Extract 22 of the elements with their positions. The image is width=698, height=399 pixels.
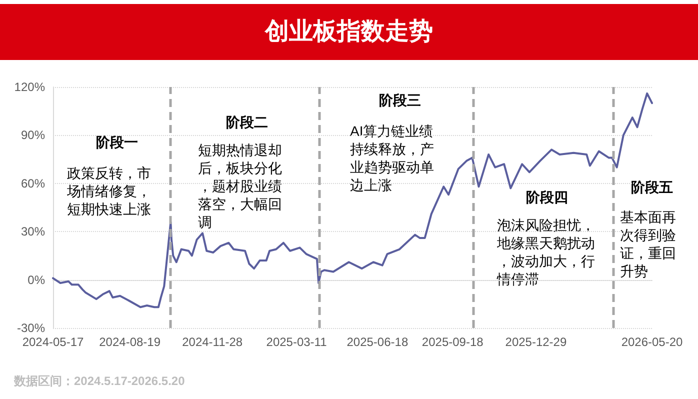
x-tick-label: 2024-08-19 [99,335,161,349]
x-tick-label: 2025-06-18 [346,335,408,349]
y-tick-label: -30% [16,321,46,335]
y-tick-label: 120% [14,80,46,94]
annotation: 阶段一 [96,134,138,150]
chart-title: 创业板指数走势 [0,4,698,60]
x-tick-label: 2025-12-29 [505,335,567,349]
x-tick-label: 2025-03-11 [266,335,328,349]
x-tick-label: 2024-11-28 [182,335,243,349]
y-tick-label: 90% [20,128,46,142]
x-tick-label: 2026-05-20 [621,335,684,349]
text: 数据区间：2024.5.17-2026.5.20 [13,374,186,388]
y-tick-label: 30% [20,224,46,239]
x-tick-label: 2025-09-18 [422,335,484,349]
annotation: 阶段三 [379,92,421,108]
annotation: 阶段二 [226,114,268,130]
y-tick-label: 0% [28,272,46,287]
annotation: 政策反转，市场情绪修复，短期快速上涨 [66,165,151,217]
annotation: 阶段五 [631,179,673,195]
y-tick-label: 60% [20,176,46,190]
x-tick-label: 2024-05-17 [22,335,84,349]
annotation: 阶段四 [526,189,568,205]
